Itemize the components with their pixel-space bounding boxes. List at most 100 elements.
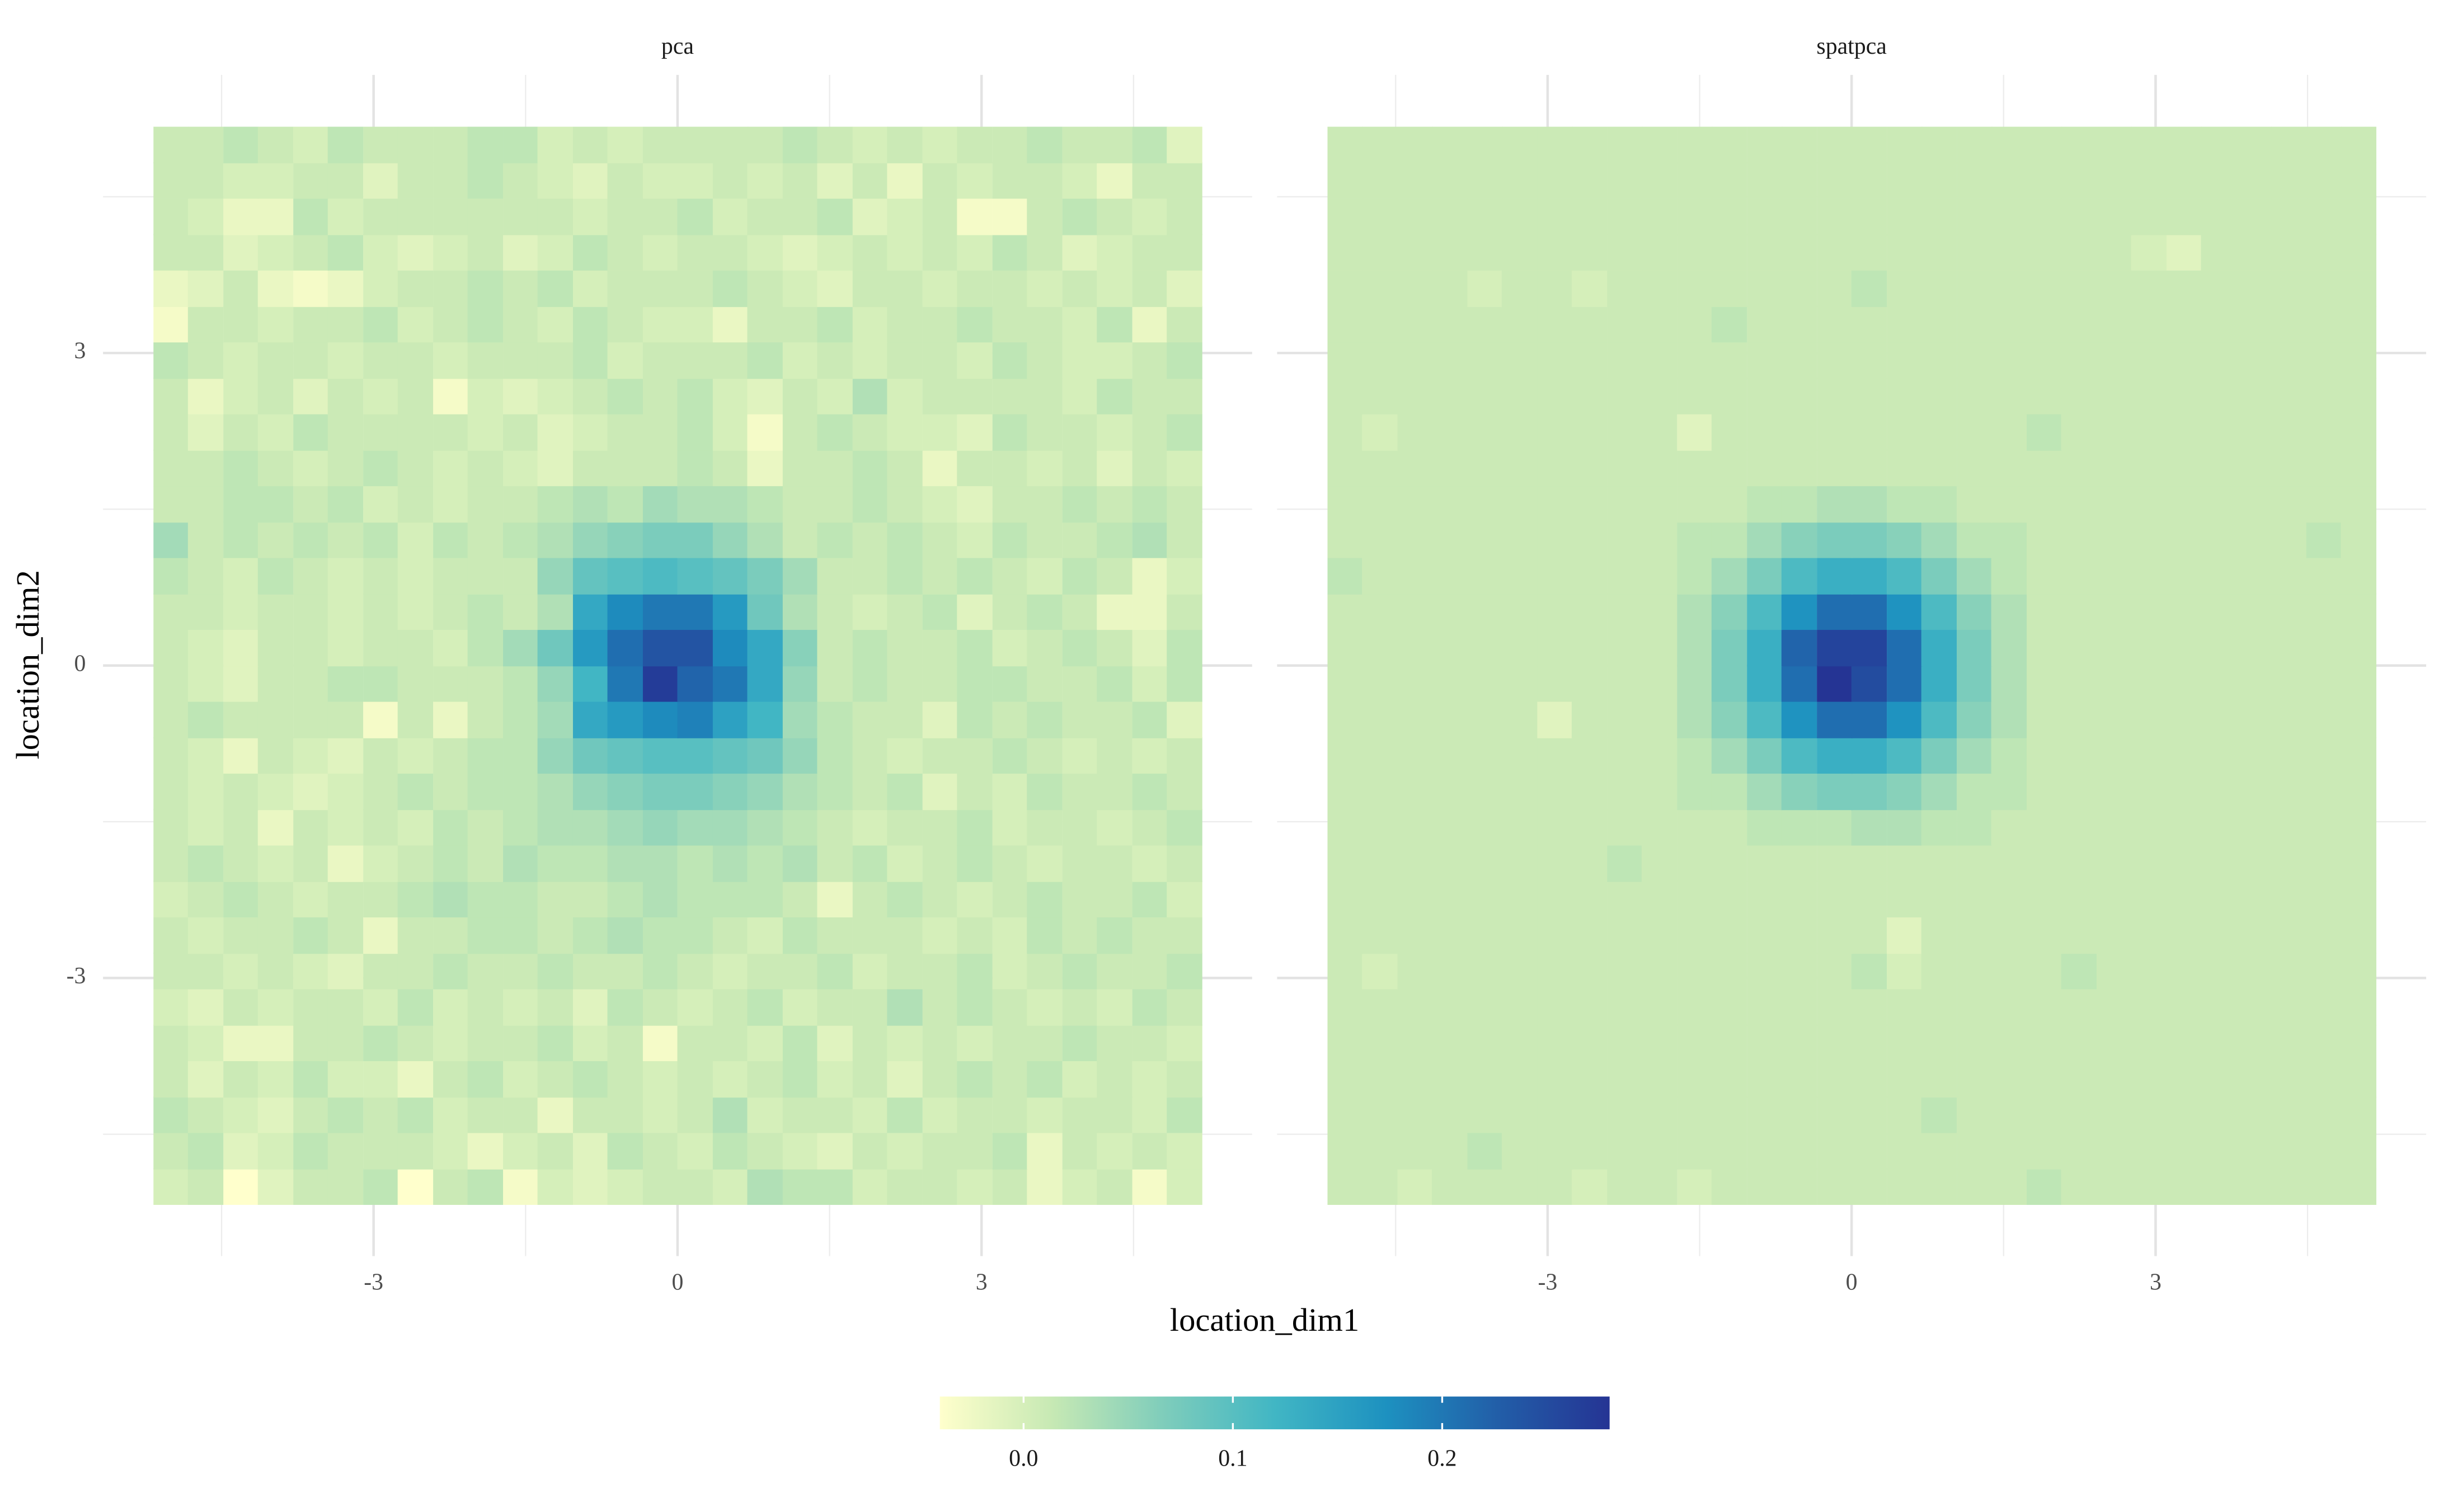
tile — [1641, 773, 1678, 811]
tile — [957, 880, 993, 918]
tile — [363, 1168, 399, 1205]
tile — [1747, 199, 1783, 235]
tile — [1711, 989, 1747, 1026]
tile — [153, 1061, 189, 1098]
tile — [992, 162, 1028, 199]
tile — [327, 917, 364, 954]
tile — [257, 305, 294, 343]
tile — [1362, 199, 1398, 235]
tile — [572, 162, 609, 199]
tile — [572, 342, 609, 379]
tile — [433, 199, 469, 235]
tile — [992, 737, 1028, 774]
tile — [1097, 342, 1133, 379]
tile — [747, 199, 783, 235]
tile — [1677, 558, 1713, 595]
tile — [1362, 378, 1398, 414]
tile — [1817, 1133, 1853, 1170]
tile — [1887, 701, 1923, 738]
tile — [503, 1133, 539, 1170]
tile — [922, 486, 958, 523]
tile — [1132, 1133, 1168, 1170]
tile — [1467, 305, 1503, 343]
tile — [1887, 270, 1923, 307]
tile — [957, 989, 993, 1026]
tile — [572, 1133, 609, 1170]
tile — [1397, 126, 1433, 163]
tile — [1607, 234, 1643, 271]
tile — [1027, 845, 1063, 882]
tile — [1097, 558, 1133, 595]
tile — [1537, 486, 1573, 523]
tile — [363, 1096, 399, 1133]
tile — [153, 845, 189, 882]
tile — [1991, 773, 2027, 811]
tile — [2236, 558, 2272, 595]
tile — [1677, 845, 1713, 882]
tile — [503, 593, 539, 630]
tile — [747, 845, 783, 882]
tile — [153, 953, 189, 990]
tile — [1851, 1096, 1887, 1133]
tile — [433, 486, 469, 523]
tile — [363, 305, 399, 343]
tile — [1781, 486, 1817, 523]
tile — [852, 234, 889, 271]
tile — [1167, 917, 1202, 954]
tile — [293, 521, 329, 558]
tile — [2061, 126, 2097, 163]
tile — [1747, 162, 1783, 199]
tile — [187, 629, 224, 667]
tile — [1327, 414, 1364, 451]
tile — [2341, 1133, 2376, 1170]
tile — [1431, 1133, 1468, 1170]
tile — [782, 342, 819, 379]
tile — [922, 773, 958, 811]
tile — [1362, 486, 1398, 523]
tile — [433, 1168, 469, 1205]
tile — [992, 270, 1028, 307]
tile — [1571, 701, 1608, 738]
tile — [433, 234, 469, 271]
tile — [1677, 1133, 1713, 1170]
tile — [187, 917, 224, 954]
tile — [223, 305, 259, 343]
tile — [1362, 1061, 1398, 1098]
tile — [1362, 234, 1398, 271]
x-tick-label: 3 — [2150, 1269, 2162, 1295]
tile — [1957, 414, 1993, 451]
tile — [1711, 199, 1747, 235]
tile — [677, 1133, 713, 1170]
tile — [1957, 234, 1993, 271]
tile — [1921, 845, 1957, 882]
tile — [1327, 126, 1364, 163]
tile — [712, 1168, 749, 1205]
tile — [1641, 270, 1678, 307]
tile — [1607, 305, 1643, 343]
tile — [572, 305, 609, 343]
tile — [1921, 558, 1957, 595]
tile — [1991, 737, 2027, 774]
tile — [2096, 773, 2132, 811]
tile — [642, 486, 679, 523]
tile — [1397, 773, 1433, 811]
tile — [397, 880, 434, 918]
tile — [2061, 593, 2097, 630]
tile — [1817, 989, 1853, 1026]
tile — [1132, 414, 1168, 451]
tile — [1097, 486, 1133, 523]
tile — [2131, 558, 2167, 595]
tile — [677, 486, 713, 523]
tile — [397, 773, 434, 811]
tile — [2027, 305, 2062, 343]
tile — [537, 305, 574, 343]
tile — [1431, 521, 1468, 558]
tile — [782, 665, 819, 702]
tile — [467, 989, 504, 1026]
tile — [1607, 199, 1643, 235]
tile — [2131, 845, 2167, 882]
tile — [782, 737, 819, 774]
tile — [187, 880, 224, 918]
tile — [1362, 414, 1398, 451]
